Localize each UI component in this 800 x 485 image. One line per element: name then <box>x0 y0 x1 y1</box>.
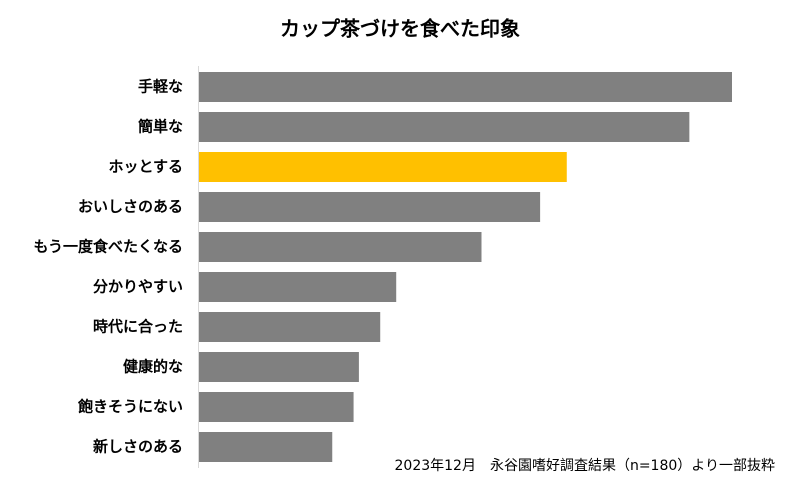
bar <box>199 272 397 302</box>
bar <box>199 312 381 342</box>
bar <box>199 352 359 382</box>
category-label: 時代に合った <box>93 318 183 336</box>
bar <box>199 192 541 222</box>
bar <box>199 232 482 262</box>
category-label: 手軽な <box>138 78 183 96</box>
source-note: 2023年12月 永谷園嗜好調査結果（n=180）より一部抜粋 <box>395 458 776 474</box>
category-label: 簡単な <box>138 118 183 136</box>
category-label: ホッとする <box>108 158 183 176</box>
bar <box>199 72 732 102</box>
category-label: 健康的な <box>123 358 183 376</box>
category-label: 分かりやすい <box>93 278 183 296</box>
bar <box>199 152 567 182</box>
category-label: もう一度食べたくなる <box>33 238 183 256</box>
bar <box>199 112 690 142</box>
bar <box>199 392 354 422</box>
category-label: おいしさのある <box>78 198 183 216</box>
category-label: 飽きそうにない <box>77 398 183 416</box>
category-label: 新しさのある <box>93 438 183 456</box>
chart-title: カップ茶づけを食べた印象 <box>280 17 520 41</box>
bar <box>199 432 333 462</box>
